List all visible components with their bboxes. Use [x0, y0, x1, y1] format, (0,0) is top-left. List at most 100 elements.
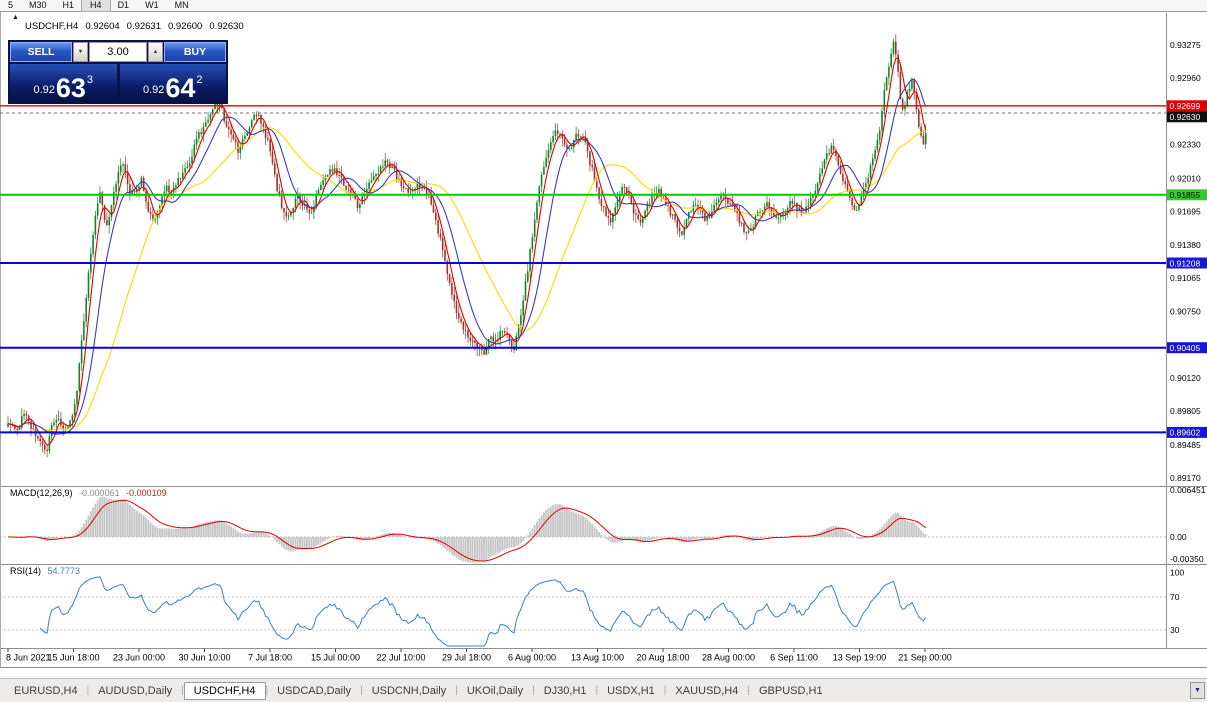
chart-tab-audusd-daily[interactable]: AUDUSD,Daily — [98, 684, 173, 697]
svg-text:0.91695: 0.91695 — [1170, 207, 1201, 217]
tab-separator: | — [455, 685, 458, 696]
one-click-trading-panel: SELL ▼ 3.00 ▲ BUY 0.92 63 3 0.92 64 2 — [8, 40, 228, 104]
chart-tab-usdcnh-daily[interactable]: USDCNH,Daily — [371, 684, 447, 697]
svg-text:0.92960: 0.92960 — [1170, 73, 1201, 83]
tab-separator: | — [181, 685, 184, 696]
buy-price-display[interactable]: 0.92 64 2 — [119, 64, 226, 104]
svg-text:28 Aug 00:00: 28 Aug 00:00 — [702, 653, 755, 663]
chart-tab-ukoil-daily[interactable]: UKOil,Daily — [466, 684, 524, 697]
sell-price-prefix: 0.92 — [33, 84, 55, 96]
svg-text:15 Jul 00:00: 15 Jul 00:00 — [311, 653, 360, 663]
svg-text:0.00: 0.00 — [1170, 532, 1187, 542]
volume-input[interactable]: 3.00 — [89, 42, 147, 62]
volume-increase-button[interactable]: ▲ — [148, 42, 163, 62]
svg-text:0.89602: 0.89602 — [1170, 428, 1201, 438]
svg-text:7 Jul 18:00: 7 Jul 18:00 — [248, 653, 292, 663]
tab-separator: | — [86, 685, 90, 696]
ohlc-high: 0.92631 — [126, 21, 161, 32]
macd-value: -0.000061 — [79, 488, 120, 498]
timeframe-button-h1[interactable]: H1 — [62, 0, 75, 10]
tab-separator: | — [360, 685, 363, 696]
svg-text:30: 30 — [1170, 625, 1180, 635]
svg-text:8 Jun 2021: 8 Jun 2021 — [6, 653, 51, 663]
chart-tab-gbpusd-h1[interactable]: GBPUSD,H1 — [758, 684, 823, 697]
svg-text:30 Jun 10:00: 30 Jun 10:00 — [178, 653, 230, 663]
chart-tab-usdchf-h4[interactable]: USDCHF,H4 — [183, 681, 266, 700]
chart-tab-xauusd-h4[interactable]: XAUUSD,H4 — [675, 684, 739, 697]
svg-text:0.91380: 0.91380 — [1170, 240, 1201, 250]
sell-price-big: 63 — [55, 73, 86, 104]
buy-price-big: 64 — [165, 73, 196, 104]
svg-text:29 Jul 18:00: 29 Jul 18:00 — [442, 653, 491, 663]
tab-separator: | — [532, 685, 535, 696]
svg-text:100: 100 — [1170, 567, 1184, 577]
chart-horizontal-scrollbar[interactable] — [0, 667, 1207, 678]
rsi-label: RSI(14) — [10, 566, 42, 576]
ohlc-open: 0.92604 — [85, 21, 120, 32]
svg-text:0.89485: 0.89485 — [1170, 440, 1201, 450]
tab-separator: | — [747, 685, 750, 696]
macd-indicator-label: MACD(12,26,9) -0.000061 -0.000109 — [10, 488, 167, 498]
buy-button[interactable]: BUY — [164, 42, 226, 62]
timeframe-button-d1[interactable]: D1 — [117, 0, 130, 10]
tab-separator: | — [265, 685, 269, 696]
svg-text:21 Sep 00:00: 21 Sep 00:00 — [898, 653, 952, 663]
chart-tab-usdx-h1[interactable]: USDX,H1 — [607, 684, 655, 697]
svg-text:0.89170: 0.89170 — [1170, 473, 1201, 483]
svg-text:22 Jul 10:00: 22 Jul 10:00 — [376, 653, 425, 663]
svg-text:13 Sep 19:00: 13 Sep 19:00 — [833, 653, 887, 663]
chart-tab-eurusd-h4[interactable]: EURUSD,H4 — [14, 684, 78, 697]
timeframe-button-mn[interactable]: MN — [174, 0, 189, 10]
tab-separator: | — [595, 685, 599, 696]
svg-text:70: 70 — [1170, 592, 1180, 602]
svg-text:0.90750: 0.90750 — [1170, 306, 1201, 316]
chart-tab-usdcad-daily[interactable]: USDCAD,Daily — [277, 684, 352, 697]
timeframe-toolbar: 5 M30 H1 H4 D1 W1 MN — [0, 0, 1207, 12]
svg-text:0.91855: 0.91855 — [1170, 190, 1201, 200]
chart-tabs-bar: EURUSD,H4 | AUDUSD,Daily | USDCHF,H4 | USDCAD,… — [0, 678, 1207, 702]
svg-text:13 Aug 10:00: 13 Aug 10:00 — [571, 653, 624, 663]
timeframe-button-w1[interactable]: W1 — [145, 0, 159, 10]
svg-text:0.90405: 0.90405 — [1170, 343, 1201, 353]
svg-text:0.93275: 0.93275 — [1170, 40, 1201, 50]
svg-text:-0.00350: -0.00350 — [1170, 554, 1204, 564]
buy-price-prefix: 0.92 — [142, 84, 165, 96]
timeframe-button-m30[interactable]: M30 — [29, 0, 47, 10]
tab-scroll-button[interactable]: ▼ — [1190, 682, 1205, 699]
sell-button[interactable]: SELL — [10, 42, 72, 62]
svg-text:0.92630: 0.92630 — [1170, 112, 1201, 122]
svg-text:0.91065: 0.91065 — [1170, 273, 1201, 283]
svg-text:20 Aug 18:00: 20 Aug 18:00 — [636, 653, 689, 663]
svg-text:0.92010: 0.92010 — [1170, 173, 1201, 183]
svg-text:0.006451: 0.006451 — [1170, 485, 1206, 495]
volume-decrease-button[interactable]: ▼ — [73, 42, 88, 62]
macd-label: MACD(12,26,9) — [10, 488, 73, 498]
buy-price-sup: 2 — [196, 74, 203, 86]
svg-text:0.90120: 0.90120 — [1170, 373, 1201, 383]
tab-separator: | — [663, 685, 667, 696]
svg-text:23 Jun 00:00: 23 Jun 00:00 — [113, 653, 165, 663]
sell-price-display[interactable]: 0.92 63 3 — [10, 64, 117, 102]
svg-text:0.92330: 0.92330 — [1170, 140, 1201, 150]
svg-text:6 Aug 00:00: 6 Aug 00:00 — [508, 653, 556, 663]
rsi-value: 54.7773 — [47, 566, 81, 576]
macd-signal-value: -0.000109 — [126, 488, 167, 498]
down-arrow-icon: ▼ — [77, 49, 84, 55]
chart-symbol-ohlc: USDCHF,H4 0.92604 0.92631 0.92600 0.9263… — [25, 21, 244, 32]
collapse-panel-icon[interactable]: ▲ — [12, 14, 19, 21]
ohlc-low: 0.92600 — [168, 21, 203, 32]
chart-tab-dj30-h1[interactable]: DJ30,H1 — [543, 684, 587, 697]
rsi-indicator-label: RSI(14) 54.7773 — [10, 566, 80, 576]
timeframe-button-h4[interactable]: H4 — [81, 0, 111, 12]
svg-text:0.92699: 0.92699 — [1170, 101, 1201, 111]
ohlc-close: 0.92630 — [209, 21, 244, 32]
timeframe-button-5[interactable]: 5 — [8, 0, 14, 10]
chart-symbol: USDCHF,H4 — [25, 21, 79, 32]
up-arrow-icon: ▲ — [152, 49, 159, 55]
svg-text:15 Jun 18:00: 15 Jun 18:00 — [47, 653, 99, 663]
down-arrow-icon: ▼ — [1194, 687, 1201, 694]
svg-text:0.91208: 0.91208 — [1170, 258, 1201, 268]
svg-text:6 Sep 11:00: 6 Sep 11:00 — [770, 653, 818, 663]
svg-text:0.89805: 0.89805 — [1170, 406, 1201, 416]
